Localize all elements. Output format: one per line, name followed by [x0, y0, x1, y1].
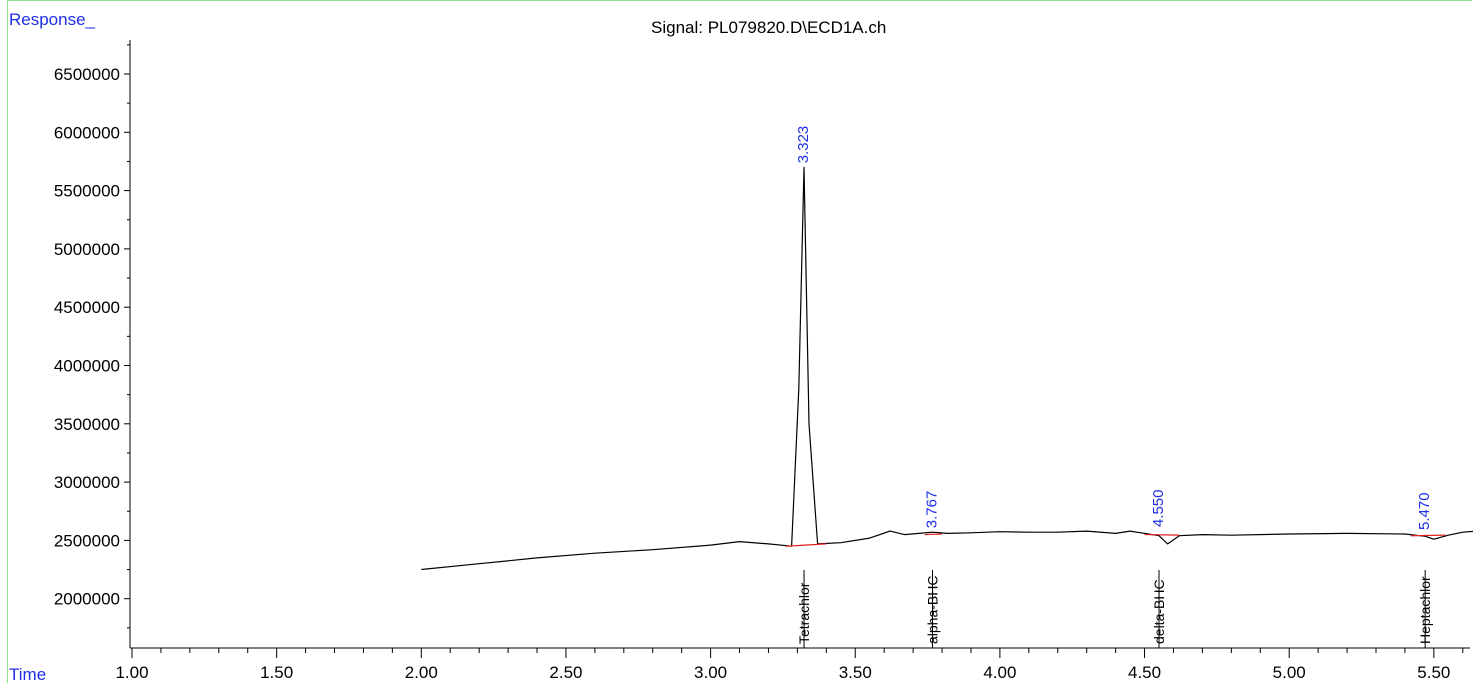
peak-rt-label: 3.767: [923, 491, 940, 529]
y-tick-label: 4500000: [54, 298, 120, 317]
y-axis-label: Response_: [9, 10, 96, 29]
integration-baseline: [785, 543, 827, 547]
x-tick-label: 1.50: [260, 663, 293, 682]
compound-label: Tetrachlor: [796, 582, 812, 644]
compound-label: delta-BHC: [1151, 579, 1167, 644]
peak-rt-label: 4.550: [1150, 490, 1167, 528]
x-tick-label: 2.50: [549, 663, 582, 682]
x-tick-label: 1.00: [115, 663, 148, 682]
integration-baseline: [1144, 533, 1180, 536]
plot-frame: [7, 0, 1472, 683]
x-tick-label: 3.50: [839, 663, 872, 682]
x-tick-label: 4.00: [983, 663, 1016, 682]
y-tick-label: 6000000: [54, 123, 120, 142]
x-tick-label: 5.00: [1273, 663, 1306, 682]
x-tick-label: 4.50: [1128, 663, 1161, 682]
y-tick-label: 4000000: [54, 357, 120, 376]
compound-label: alpha-BHC: [924, 576, 940, 644]
compound-label: Heptachlor: [1417, 576, 1433, 644]
y-tick-label: 3000000: [54, 473, 120, 492]
y-tick-label: 5500000: [54, 182, 120, 201]
peak-rt-label: 5.470: [1416, 492, 1433, 530]
integration-baseline: [924, 533, 943, 536]
x-tick-label: 5.50: [1417, 663, 1450, 682]
signal-trace: [421, 166, 1473, 571]
chart-title: Signal: PL079820.D\ECD1A.ch: [651, 18, 887, 37]
y-tick-label: 5000000: [54, 240, 120, 259]
x-tick-label: 2.00: [405, 663, 438, 682]
integration-baseline: [1410, 534, 1446, 537]
x-axis-label: Time: [9, 665, 47, 684]
y-tick-label: 2500000: [54, 531, 120, 550]
y-tick-label: 6500000: [54, 65, 120, 84]
y-tick-label: 3500000: [54, 415, 120, 434]
y-tick-label: 2000000: [54, 590, 120, 609]
x-tick-label: 3.00: [694, 663, 727, 682]
peak-rt-label: 3.323: [795, 126, 812, 164]
